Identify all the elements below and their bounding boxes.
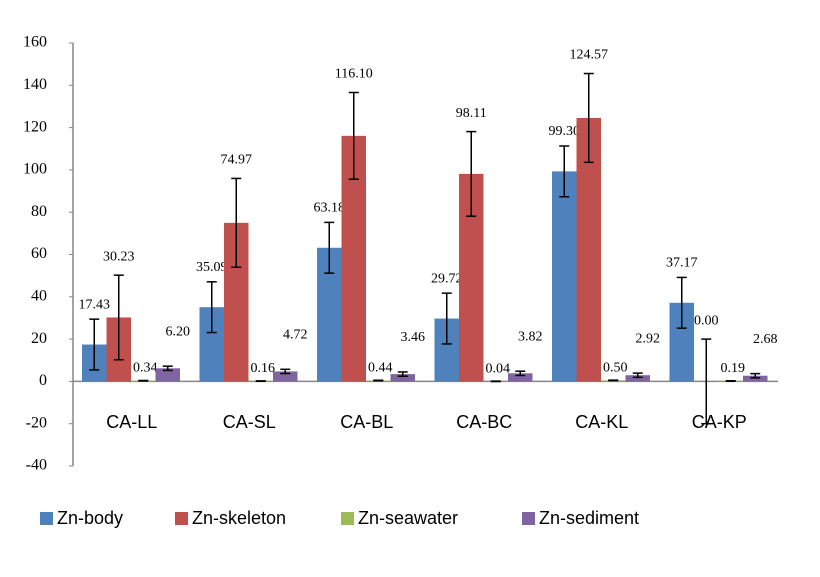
legend-label: Zn-seawater: [358, 508, 458, 528]
x-tick-label: CA-BL: [340, 412, 393, 432]
legend-swatch: [522, 512, 535, 525]
value-label: 2.68: [753, 332, 778, 347]
value-label: 17.43: [79, 297, 111, 312]
y-tick-label: -40: [26, 457, 47, 474]
value-label: 116.10: [335, 67, 373, 82]
y-tick-label: 20: [31, 330, 47, 347]
value-label: 6.20: [166, 324, 191, 339]
x-tick-label: CA-SL: [223, 412, 276, 432]
value-label: 0.44: [368, 360, 393, 375]
value-label: 98.11: [456, 106, 487, 121]
y-tick-label: 60: [31, 245, 47, 262]
y-tick-label: 80: [31, 203, 47, 220]
value-label: 63.18: [314, 201, 346, 216]
value-label: 4.72: [283, 328, 308, 343]
x-tick-label: CA-LL: [106, 412, 157, 432]
value-label: 0.00: [694, 313, 719, 328]
value-label: 35.09: [196, 260, 228, 275]
y-tick-label: 40: [31, 287, 47, 304]
value-label: 0.34: [133, 361, 158, 376]
y-tick-label: 120: [23, 118, 47, 135]
value-label: 2.92: [636, 331, 661, 346]
y-tick-label: 100: [23, 161, 47, 178]
value-label: 3.82: [518, 329, 543, 344]
value-label: 3.46: [401, 330, 426, 345]
value-label: 0.16: [251, 361, 276, 376]
value-label: 0.19: [721, 361, 746, 376]
legend-swatch: [341, 512, 354, 525]
bar: [273, 371, 298, 382]
x-tick-label: CA-KP: [692, 412, 747, 432]
legend-swatch: [175, 512, 188, 525]
value-label: 0.50: [603, 360, 628, 375]
bar: [625, 375, 650, 382]
bar: [508, 373, 533, 382]
y-tick-label: 0: [39, 372, 47, 389]
bar: [390, 374, 415, 382]
y-tick-label: 140: [23, 76, 47, 93]
legend-label: Zn-skeleton: [192, 508, 286, 528]
value-label: 124.57: [570, 48, 609, 63]
value-label: 99.30: [549, 124, 581, 139]
y-tick-label: 160: [23, 34, 47, 51]
legend-swatch: [40, 512, 53, 525]
x-tick-label: CA-KL: [575, 412, 628, 432]
value-label: 0.04: [486, 361, 511, 376]
bar: [155, 368, 180, 382]
x-tick-label: CA-BC: [456, 412, 512, 432]
legend-label: Zn-body: [57, 508, 123, 528]
value-label: 29.72: [431, 271, 463, 286]
value-label: 30.23: [103, 249, 135, 264]
value-label: 37.17: [666, 256, 698, 271]
y-tick-label: -20: [26, 414, 47, 431]
bar: [552, 171, 577, 382]
legend-label: Zn-sediment: [539, 508, 639, 528]
value-label: 74.97: [221, 153, 253, 168]
